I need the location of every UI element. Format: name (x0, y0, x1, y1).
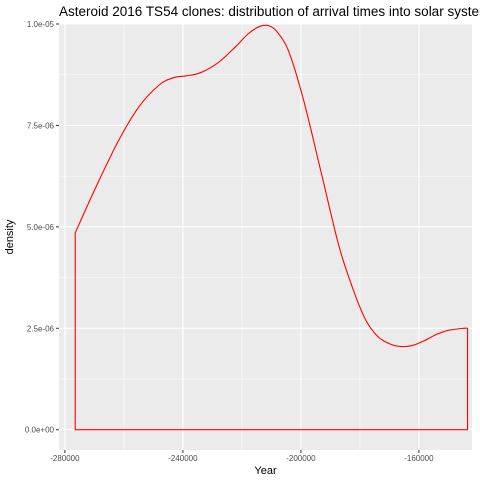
y-tick-label: 2.5e-06 (27, 324, 55, 333)
chart-title: Asteroid 2016 TS54 clones: distribution … (59, 4, 480, 19)
series-layer (74, 24, 469, 431)
y-tick-label: 0.0e+00 (25, 426, 55, 435)
y-axis-title: density (4, 219, 16, 254)
x-axis-title: Year (254, 465, 277, 477)
plot-panel (59, 24, 472, 450)
y-tick-label: 5.0e-06 (27, 223, 55, 232)
y-tick-label: 7.5e-06 (27, 121, 55, 130)
y-tick-label: 1.0e-05 (27, 20, 55, 29)
x-axis-ticks: -280000 -240000 -200000 -160000 (50, 450, 434, 463)
x-tick-label: -160000 (404, 454, 434, 463)
y-axis-ticks: 0.0e+00 2.5e-06 5.0e-06 7.5e-06 1.0e-05 (25, 20, 59, 435)
x-tick-label: -240000 (168, 454, 198, 463)
density-curve (74, 24, 469, 431)
x-tick-label: -200000 (286, 454, 316, 463)
minor-gridlines (59, 24, 472, 450)
x-tick-label: -280000 (50, 454, 80, 463)
